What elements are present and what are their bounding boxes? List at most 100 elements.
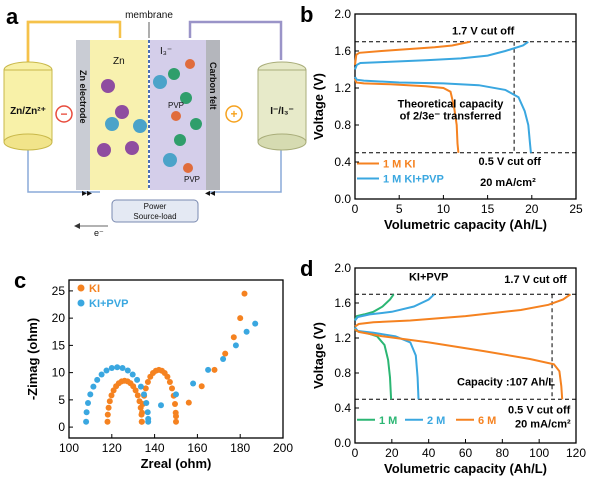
impedance-point <box>144 379 151 385</box>
y-tick-label: 1.6 <box>334 44 351 58</box>
iodide-ion-icon <box>168 68 202 146</box>
y-axis-label: Voltage (V) <box>311 73 326 140</box>
charge-curve <box>354 293 435 322</box>
x-tick-label: 40 <box>422 446 436 460</box>
x-tick-label: 20 <box>385 446 399 460</box>
plot-frame <box>68 279 284 439</box>
impedance-point <box>106 398 113 405</box>
discharge-curve <box>354 328 564 400</box>
y-tick-label: 1.2 <box>334 331 351 345</box>
flow-arrows-left: ▸▸ <box>82 188 92 199</box>
x-tick-label: 5 <box>396 202 403 216</box>
y-tick-label: 2.0 <box>334 7 351 21</box>
impedance-point <box>124 367 131 374</box>
impedance-point <box>232 342 239 349</box>
left-bottom-tube <box>27 150 72 193</box>
impedance-point <box>166 379 173 385</box>
x-tick-label: 20 <box>525 202 539 216</box>
impedance-point <box>104 411 111 418</box>
panel-letter-a: a <box>6 4 19 29</box>
positive-terminal-icon <box>225 105 243 123</box>
y-tick-label: 0 <box>58 420 65 434</box>
impedance-point <box>114 364 121 371</box>
impedance-point <box>185 399 192 406</box>
impedance-point <box>241 290 248 297</box>
impedance-point <box>198 383 205 390</box>
impedance-point <box>144 409 151 416</box>
impedance-point <box>87 391 94 398</box>
plot-frame <box>354 13 577 200</box>
theoretical-capacity-label-2: of 2/3e⁻ transferred <box>400 110 502 122</box>
impedance-point <box>164 373 171 380</box>
panel-letter-b: b <box>300 2 313 27</box>
minus-sign: − <box>60 107 67 121</box>
x-tick-label: 100 <box>529 446 549 460</box>
impedance-point <box>132 387 139 394</box>
x-tick-label: 60 <box>459 446 473 460</box>
power-label: Power <box>144 202 167 211</box>
impedance-point <box>143 400 150 406</box>
x-tick-label: 0 <box>352 202 359 216</box>
impedance-point <box>83 418 90 425</box>
top-cutoff-label: 1.7 V cut off <box>504 274 567 286</box>
x-axis-label: Volumetric capacity (Ah/L) <box>384 217 547 232</box>
impedance-point <box>220 356 227 362</box>
impedance-point <box>190 380 197 387</box>
plus-sign: + <box>230 107 237 121</box>
legend-label: 1 M KI <box>383 159 415 171</box>
zn-electrode <box>76 40 90 190</box>
y-tick-label: 2.0 <box>334 261 351 275</box>
impedance-point <box>173 418 179 425</box>
x-tick-label: 180 <box>230 441 250 455</box>
y-axis-label: Voltage (V) <box>311 322 326 389</box>
zn-label: Zn <box>113 56 125 67</box>
carbon-felt-label: Carbon felt <box>208 62 218 110</box>
impedance-point <box>129 371 136 378</box>
x-tick-label: 25 <box>569 202 583 216</box>
pvp-label: PVP <box>168 101 184 110</box>
pvp-molecule-icon <box>171 59 195 173</box>
discharge-curve <box>354 327 393 400</box>
x-tick-label: 100 <box>59 441 79 455</box>
panel-c-impedance: 100 120 140 160 180 200 0 5 10 15 20 25 Zreal (ohm) -… <box>14 268 293 471</box>
impedance-point <box>139 409 145 416</box>
y-tick-label: 0.4 <box>334 155 351 169</box>
impedance-point <box>243 328 250 335</box>
x-tick-label: 0 <box>352 446 359 460</box>
impedance-point <box>103 367 110 374</box>
legend-marker <box>77 299 85 307</box>
panel-letter-d: d <box>300 256 313 281</box>
impedance-point <box>134 392 141 399</box>
x-tick-label: 120 <box>566 446 586 460</box>
x-tick-label: 160 <box>187 441 207 455</box>
capacity-label: Capacity :107 Ah/L <box>457 376 555 388</box>
current-density-label: 20 mA/cm² <box>480 177 536 189</box>
y-tick-label: 0.4 <box>334 401 351 415</box>
impedance-point <box>83 409 90 416</box>
flow-arrows-right: ◂◂ <box>205 188 215 199</box>
y-tick-label: 10 <box>52 366 66 380</box>
y-tick-label: 1.6 <box>334 296 351 310</box>
current-density-label: 20 mA/cm² <box>515 418 571 430</box>
charge-curve <box>354 40 529 70</box>
legend-label: 2 M <box>427 415 445 427</box>
source-load-label: Source-load <box>133 212 176 221</box>
impedance-point <box>173 413 179 420</box>
x-tick-label: 140 <box>145 441 165 455</box>
panel-b-charge-discharge: 0 5 10 15 20 25 0.0 0.4 0.8 1.2 1.6 2.0 Volumetric c… <box>300 2 583 232</box>
impedance-point <box>90 383 97 390</box>
impedance-point <box>173 391 179 398</box>
electron-label: e⁻ <box>94 228 104 238</box>
impedance-point <box>142 385 149 392</box>
impedance-point <box>252 320 259 327</box>
y-tick-label: 20 <box>52 311 66 325</box>
impedance-point <box>98 371 105 378</box>
impedance-point <box>85 400 91 406</box>
zn2plus-ion-icon <box>97 79 139 157</box>
impedance-point <box>94 376 101 383</box>
bottom-cutoff-label: 0.5 V cut off <box>479 156 542 168</box>
y-tick-label: 25 <box>52 284 66 298</box>
legend-label: KI+PVP <box>89 298 128 310</box>
y-tick-label: 15 <box>52 338 66 352</box>
carbon-felt <box>206 40 220 190</box>
